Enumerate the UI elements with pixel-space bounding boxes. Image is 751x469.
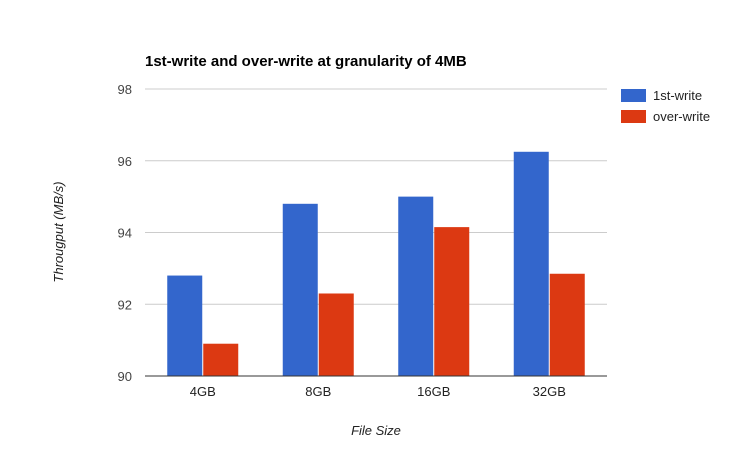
x-tick-label: 4GB (190, 384, 216, 399)
x-axis-ticks: 4GB 8GB 16GB 32GB (190, 384, 566, 399)
bar-over-write-16GB (434, 227, 470, 376)
bar-1st-write-32GB (513, 151, 549, 376)
legend-swatch (621, 110, 646, 123)
bar-1st-write-8GB (282, 203, 318, 376)
x-tick-label: 16GB (417, 384, 450, 399)
y-tick-label: 92 (118, 297, 132, 312)
x-tick-label: 32GB (533, 384, 566, 399)
bar-over-write-8GB (318, 293, 354, 376)
y-axis-ticks: 90 92 94 96 98 (118, 82, 132, 384)
legend-swatch (621, 89, 646, 102)
y-axis-label: Througput (MB/s) (51, 181, 66, 282)
chart-title: 1st-write and over-write at granularity … (145, 53, 467, 70)
y-tick-label: 94 (118, 226, 132, 241)
y-tick-label: 96 (118, 154, 132, 169)
y-tick-label: 98 (118, 82, 132, 97)
x-tick-label: 8GB (305, 384, 331, 399)
bar-over-write-32GB (549, 273, 585, 376)
legend-label: 1st-write (653, 88, 702, 103)
legend: 1st-write over-write (621, 88, 710, 124)
x-axis-label: File Size (351, 423, 401, 438)
bar-1st-write-4GB (167, 275, 203, 376)
bars (167, 151, 585, 376)
bar-over-write-4GB (203, 343, 239, 376)
bar-1st-write-16GB (398, 196, 434, 376)
y-tick-label: 90 (118, 369, 132, 384)
legend-label: over-write (653, 109, 710, 124)
